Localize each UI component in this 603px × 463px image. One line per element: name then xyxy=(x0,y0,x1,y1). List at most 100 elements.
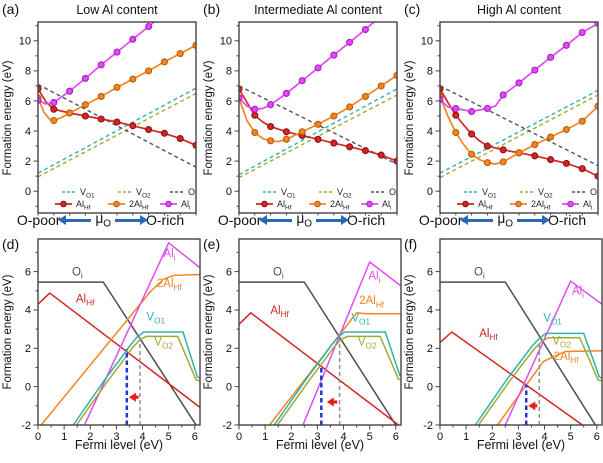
series-group xyxy=(440,22,598,180)
mu-axis-annotation: O-poor μO O-rich xyxy=(402,211,603,230)
series-2AlHf xyxy=(38,44,196,122)
series-Oi xyxy=(38,281,197,425)
panel-c: (c) High Al content Formation energy (eV… xyxy=(402,0,603,235)
svg-text:0: 0 xyxy=(226,381,232,393)
svg-text:6: 6 xyxy=(427,96,433,108)
series-Ali-markers xyxy=(38,22,153,107)
plot-d: -2 0 2 4 6 0 1 2 3 4 5 6 Oi AlHf 2AlHf Ali VO1 VO2 xyxy=(21,238,201,443)
plot-border xyxy=(238,21,398,214)
svg-text:4: 4 xyxy=(139,431,145,443)
series-label-VO1: VO1 xyxy=(146,311,165,325)
series-label-Oi: Oi xyxy=(273,266,284,280)
series-VO2 xyxy=(276,335,401,425)
shift-arrow-icon xyxy=(326,397,338,407)
svg-text:2: 2 xyxy=(427,343,433,355)
series-VO2 xyxy=(38,92,196,178)
svg-text:2: 2 xyxy=(87,431,93,443)
axis-ticks xyxy=(234,25,398,216)
series-VO1 xyxy=(239,88,397,176)
plot-border xyxy=(439,238,603,426)
series-Oi xyxy=(38,83,196,168)
svg-text:0: 0 xyxy=(427,186,433,198)
tick-labels: 0 2 4 6 8 10 xyxy=(421,36,433,198)
series-AlHf-markers xyxy=(440,85,598,180)
svg-text:6: 6 xyxy=(25,266,31,278)
left-arrow-icon xyxy=(460,215,494,225)
panel-e: (e) Formation energy (eV) -2 0 2 4 6 0 1 2 3 4 5 6 O… xyxy=(201,235,402,463)
legend: VO1 VO2 Oi AlHf 2AlHf Ali xyxy=(55,187,196,212)
panel-letter: (a) xyxy=(2,1,20,17)
series-label-VO1: VO1 xyxy=(80,187,95,200)
series-2AlHf xyxy=(440,96,598,165)
series-label-Ali: Ali xyxy=(181,199,190,212)
legend: VO1 VO2 Oi AlHf 2AlHf Ali xyxy=(457,187,598,212)
series-2AlHf xyxy=(40,273,200,425)
svg-text:0: 0 xyxy=(437,431,443,443)
tick-labels: -2 0 2 4 6 0 1 2 3 4 5 6 xyxy=(21,266,198,443)
series-label-AlHf: AlHf xyxy=(270,305,289,319)
o-poor-label: O-poor xyxy=(217,212,262,229)
series-AlHf xyxy=(38,292,200,408)
series-label-2AlHf: 2AlHf xyxy=(359,295,385,309)
series-label-Ali: Ali xyxy=(368,270,380,284)
series-label-VO1: VO1 xyxy=(482,187,497,200)
series-label-2AlHf: 2AlHf xyxy=(554,351,580,365)
plot-f: -2 0 2 4 6 0 1 2 3 4 5 6 Oi AlHf 2AlHf Ali VO1 VO2 xyxy=(423,238,603,443)
x-axis-label: Fermi level (eV) xyxy=(74,438,164,452)
o-poor-label: O-poor xyxy=(16,212,61,229)
svg-text:2: 2 xyxy=(489,431,495,443)
series-group xyxy=(38,22,196,178)
series-label-Ali: Ali xyxy=(583,199,592,212)
series-label-Ali: Ali xyxy=(163,248,175,262)
plot-border xyxy=(238,238,402,426)
svg-text:2: 2 xyxy=(226,343,232,355)
tick-labels: -2 0 2 4 6 0 1 2 3 4 5 6 xyxy=(222,266,399,443)
axis-ticks xyxy=(435,251,598,430)
svg-text:5: 5 xyxy=(367,431,373,443)
series-label-AlHf: AlHf xyxy=(76,293,95,307)
right-arrow-icon xyxy=(316,215,349,225)
mu-axis-annotation: O-poor μO O-rich xyxy=(0,211,201,230)
series-label-Oi: Oi xyxy=(474,266,485,280)
svg-text:2: 2 xyxy=(427,156,433,168)
svg-text:6: 6 xyxy=(226,266,232,278)
series-label-VO1: VO1 xyxy=(351,312,370,326)
series-Oi xyxy=(440,85,598,167)
series-label-VO2: VO2 xyxy=(552,335,571,349)
svg-text:6: 6 xyxy=(25,96,31,108)
svg-text:-2: -2 xyxy=(423,420,433,432)
svg-text:4: 4 xyxy=(340,431,346,443)
right-arrow-icon xyxy=(517,215,550,225)
series-VO1 xyxy=(440,89,598,174)
svg-text:10: 10 xyxy=(421,36,433,48)
series-label-VO2: VO2 xyxy=(154,336,173,350)
tick-labels: 0 2 4 6 8 10 xyxy=(220,36,232,198)
svg-text:4: 4 xyxy=(427,126,433,138)
svg-text:6: 6 xyxy=(427,266,433,278)
svg-text:2: 2 xyxy=(25,156,31,168)
svg-text:8: 8 xyxy=(427,66,433,78)
panel-b: (b) Intermediate Al content Formation en… xyxy=(201,0,402,235)
panel-letter: (e) xyxy=(203,236,221,252)
svg-text:4: 4 xyxy=(25,305,31,317)
o-rich-label: O-rich xyxy=(146,212,185,229)
svg-text:10: 10 xyxy=(220,36,232,48)
svg-text:2: 2 xyxy=(288,431,294,443)
o-poor-label: O-poor xyxy=(418,212,463,229)
series-AlHf-markers xyxy=(38,85,196,149)
series-Oi xyxy=(239,85,397,165)
panel-d: (d) Formation energy (eV) -2 0 2 4 6 0 1 2 3 4 5 6 O… xyxy=(0,235,201,463)
series-label-VO2: VO2 xyxy=(538,187,553,200)
series-label-Oi: Oi xyxy=(389,187,397,200)
series-label-AlHf: AlHf xyxy=(76,199,91,212)
svg-text:4: 4 xyxy=(25,126,31,138)
panel-letter: (f) xyxy=(404,236,418,252)
mu-symbol: μO xyxy=(296,211,312,230)
plot-a: 0 2 4 6 8 10 VO1 VO2 Oi AlHf 2AlHf Ali xyxy=(19,21,197,216)
series-Ali-markers xyxy=(440,22,598,116)
mu-symbol: μO xyxy=(95,211,111,230)
panel-title: High Al content xyxy=(476,3,562,17)
series-label-Oi: Oi xyxy=(590,187,598,200)
svg-text:0: 0 xyxy=(226,186,232,198)
